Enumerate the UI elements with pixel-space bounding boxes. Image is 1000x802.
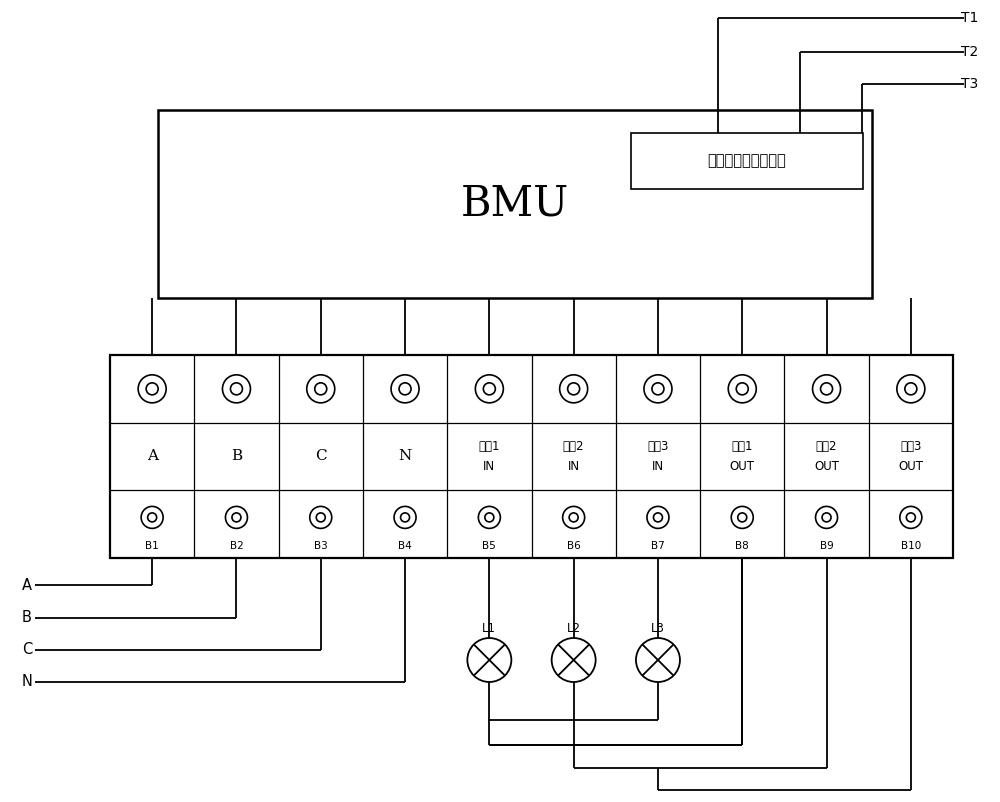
Text: BMU: BMU [461,183,569,225]
Bar [158,110,872,298]
Bar [110,355,953,558]
Text: A: A [22,577,32,593]
Text: B5: B5 [482,541,496,551]
Text: C: C [22,642,32,658]
Text: N: N [22,674,33,690]
Text: OUT: OUT [814,460,839,473]
Text: B7: B7 [651,541,665,551]
Text: B4: B4 [398,541,412,551]
Text: B: B [231,449,242,464]
Text: T3: T3 [961,77,978,91]
Text: IN: IN [568,460,580,473]
Text: B2: B2 [230,541,243,551]
Text: L3: L3 [651,622,665,634]
Text: B9: B9 [820,541,833,551]
Text: B1: B1 [145,541,159,551]
Bar [631,133,863,189]
Text: B6: B6 [567,541,581,551]
Text: OUT: OUT [898,460,923,473]
Text: C: C [315,449,327,464]
Text: 加热2: 加热2 [816,440,837,453]
Text: 加热3: 加热3 [900,440,922,453]
Text: IN: IN [483,460,495,473]
Text: T2: T2 [961,45,978,59]
Text: 加热1: 加热1 [479,440,500,453]
Text: B3: B3 [314,541,328,551]
Text: N: N [398,449,412,464]
Text: 加热1: 加热1 [732,440,753,453]
Text: OUT: OUT [730,460,755,473]
Text: B8: B8 [735,541,749,551]
Text: 加热板温度测量端子: 加热板温度测量端子 [708,153,786,168]
Text: 加热3: 加热3 [647,440,669,453]
Text: A: A [147,449,158,464]
Text: 加热2: 加热2 [563,440,584,453]
Text: B10: B10 [901,541,921,551]
Text: B: B [22,610,32,626]
Text: L2: L2 [567,622,581,634]
Text: IN: IN [652,460,664,473]
Text: T1: T1 [961,11,978,25]
Text: L1: L1 [482,622,496,634]
